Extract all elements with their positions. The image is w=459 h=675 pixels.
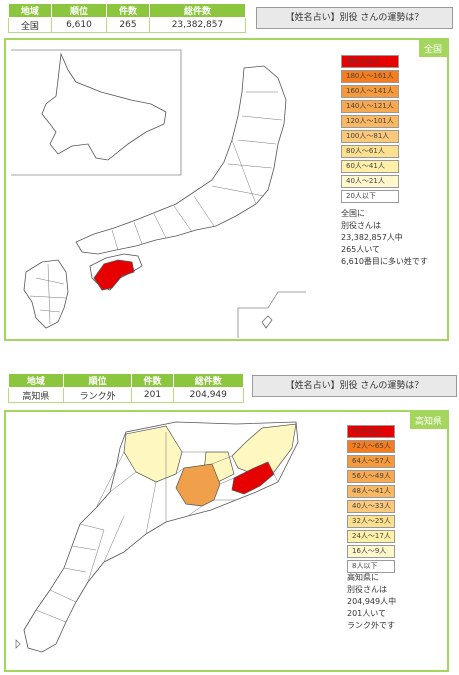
pref-cell-total: 204,949 (172, 387, 245, 403)
legend-item: 180人～161人 (341, 70, 399, 83)
nation-cell-total: 23,382,857 (148, 17, 247, 33)
pref-map-panel: 高知県 73人以上 72人～65人 64人～57人 56人～49人 48人～41… (4, 410, 449, 672)
summary-line: 204,949人中 (347, 597, 397, 606)
legend-item: 56人～49人 (347, 470, 395, 483)
pref-cell-region: 高知県 (8, 387, 64, 403)
legend-item: 40人～33人 (347, 500, 395, 513)
summary-line: 別役さんは (341, 221, 381, 230)
kyushu-shape (23, 259, 69, 329)
nation-header-region: 地域 (8, 3, 52, 18)
legend-item: 64人～57人 (347, 455, 395, 468)
legend-item: 140人～121人 (341, 100, 399, 113)
nation-region-tag: 全国 (418, 40, 447, 57)
legend-item: 120人～101人 (341, 115, 399, 128)
pref-fortune-button[interactable]: 【姓名占い】別役 さんの運勢は？ (252, 375, 457, 397)
nation-summary: 全国に 別役さんは 23,382,857人中 265人いて 6,610番目に多い… (341, 208, 428, 268)
nation-map-panel: 全国 181人以上 180人～161人 160人～141人 140人～121人 … (4, 38, 449, 341)
pref-header-rank: 順位 (62, 373, 133, 388)
legend-item: 73人以上 (347, 425, 395, 438)
legend-item: 16人～9人 (347, 545, 395, 558)
legend-item: 20人以下 (341, 190, 399, 203)
pref-header-region: 地域 (8, 373, 64, 388)
legend-item: 48人～41人 (347, 485, 395, 498)
summary-line: 全国に (341, 209, 365, 218)
municipality-red (231, 461, 275, 495)
nation-fortune-button[interactable]: 【姓名占い】別役 さんの運勢は？ (256, 7, 453, 29)
nation-header-rank: 順位 (50, 3, 108, 18)
legend-item: 8人以下 (347, 560, 395, 573)
kochi-highlight (93, 259, 135, 291)
legend-item: 40人～21人 (341, 175, 399, 188)
legend-item: 160人～141人 (341, 85, 399, 98)
legend-item: 80人～61人 (341, 145, 399, 158)
summary-line: 6,610番目に多い姓です (341, 257, 428, 266)
pref-region-tag: 高知県 (409, 412, 447, 429)
summary-line: ランク外です (347, 621, 395, 630)
legend-item: 24人～17人 (347, 530, 395, 543)
legend-item: 32人～25人 (347, 515, 395, 528)
summary-line: 別役さんは (347, 585, 387, 594)
nation-cell-rank: 6,610 (50, 17, 108, 33)
nation-stats-table: 地域 順位 件数 総件数 全国 6,610 265 23,382,857 (8, 3, 247, 33)
kyushu-borders (29, 263, 67, 325)
summary-line: 23,382,857人中 (341, 233, 403, 242)
japan-map (11, 49, 306, 338)
nation-header-count: 件数 (106, 3, 150, 18)
municipal-borders (35, 432, 279, 623)
nation-cell-count: 265 (106, 17, 150, 33)
pref-cell-count: 201 (131, 387, 174, 403)
nation-cell-region: 全国 (8, 17, 52, 33)
legend-item: 72人～65人 (347, 440, 395, 453)
pref-cell-rank: ランク外 (62, 387, 133, 403)
summary-line: 201人いて (347, 609, 387, 618)
legend-item: 100人～81人 (341, 130, 399, 143)
pref-header-count: 件数 (131, 373, 174, 388)
okinawa-shape (261, 315, 273, 329)
island-shape (15, 639, 21, 649)
legend-item: 181人以上 (341, 55, 399, 68)
pref-legend: 73人以上 72人～65人 64人～57人 56人～49人 48人～41人 40… (347, 425, 395, 575)
pref-summary: 高知県に 別役さんは 204,949人中 201人いて ランク外です (347, 572, 396, 632)
nation-header-total: 総件数 (148, 3, 247, 18)
pref-stats-table: 地域 順位 件数 総件数 高知県 ランク外 201 204,949 (8, 373, 245, 403)
summary-line: 高知県に (347, 573, 379, 582)
municipality-orange (175, 463, 221, 507)
honshu-borders (111, 91, 283, 251)
legend-item: 60人～41人 (341, 160, 399, 173)
nation-legend: 181人以上 180人～161人 160人～141人 140人～121人 120… (341, 55, 399, 205)
hokkaido-frame (11, 49, 182, 176)
kochi-map (15, 421, 299, 653)
pref-header-total: 総件数 (172, 373, 245, 388)
okinawa-frame (237, 291, 306, 338)
summary-line: 265人いて (341, 245, 381, 254)
honshu-shape (75, 65, 287, 255)
hokkaido-shape (41, 52, 167, 161)
